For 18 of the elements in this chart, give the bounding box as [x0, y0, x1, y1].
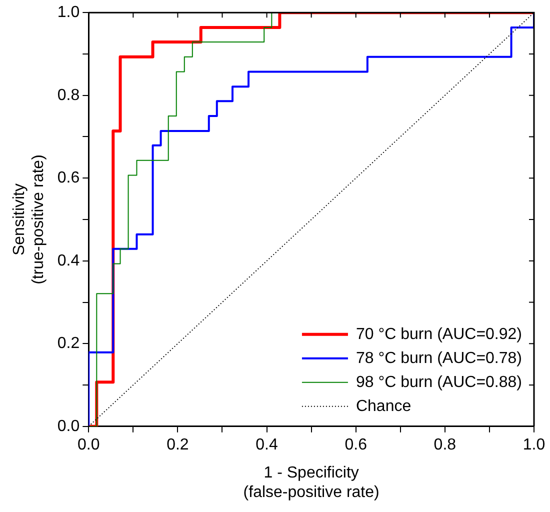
legend-label: 70 °C burn (AUC=0.92) — [356, 326, 522, 343]
x-tick-label: 0.2 — [166, 436, 189, 454]
x-tick-label: 0.8 — [434, 436, 456, 454]
x-axis-title: 1 - Specificity (false-positive rate) — [243, 464, 380, 501]
y-axis-title: Sensitivity (true-positive rate) — [11, 154, 48, 284]
y-tick-label: 0.0 — [57, 418, 80, 435]
y-tick-label: 0.6 — [57, 170, 80, 187]
legend-label: 98 °C burn (AUC=0.88) — [356, 374, 522, 391]
y-tick-label: 0.8 — [57, 86, 80, 104]
y-tick-label: 0.4 — [57, 252, 80, 270]
legend-label: 78 °C burn (AUC=0.78) — [356, 350, 522, 367]
x-tick-label: 0.0 — [78, 436, 100, 454]
x-tick-label: 0.6 — [344, 436, 368, 454]
y-tick-label: 0.2 — [57, 335, 80, 352]
x-tick-label: 0.4 — [256, 436, 278, 454]
legend-label: Chance — [356, 398, 412, 415]
y-tick-label: 1.0 — [57, 4, 80, 22]
x-tick-label: 1.0 — [522, 436, 546, 454]
